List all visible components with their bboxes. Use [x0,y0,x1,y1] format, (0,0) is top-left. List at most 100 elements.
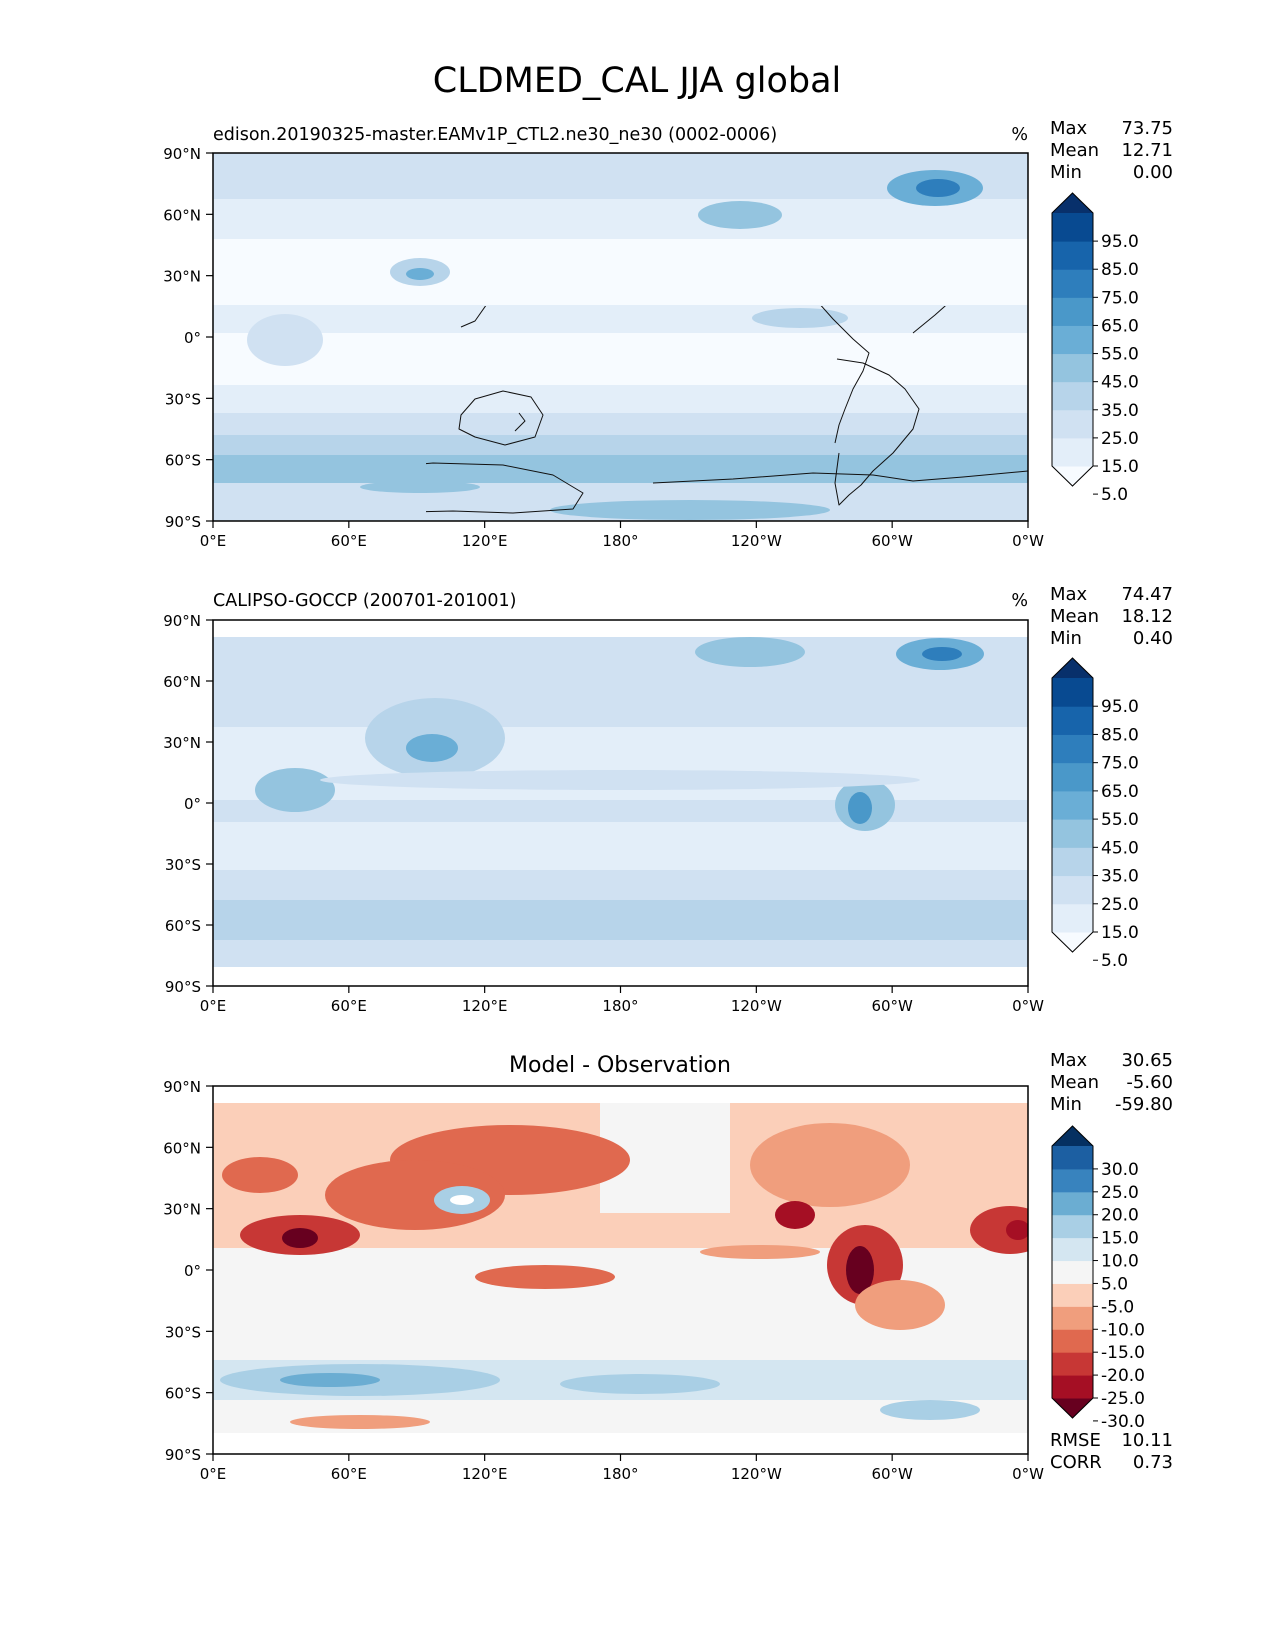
difference-colorbar-tick-label: -10.0 [1101,1320,1145,1340]
model-x-tick-label: 180° [602,532,638,550]
panel-observation: CALIPSO-GOCCP (200701-201001) % Max 74.4… [163,584,1173,1015]
difference-colorbar-tick-label: 10.0 [1101,1252,1139,1272]
model-colorbar-tick-label: 15.0 [1101,457,1139,477]
observation-stat-value: 0.40 [1133,628,1173,649]
model-y-tick-label: 30°N [163,268,201,286]
model-stat-label: Min [1050,162,1082,183]
model-colorbar-tick-label: 55.0 [1101,345,1139,365]
difference-stat-value: -5.60 [1126,1072,1173,1093]
observation-colorbar-tick-label: 85.0 [1101,725,1139,745]
model-colorbar-extend-max [1052,193,1093,213]
model-colorbar-segment [1052,381,1093,411]
model-colorbar-tick-label: 95.0 [1101,232,1139,252]
model-colorbar-segment [1052,241,1093,270]
observation-colorbar-segment [1052,734,1093,764]
difference-stat-label: Max [1050,1050,1088,1071]
model-x-axis: 0°E 60°E 120°E 180° 120°W 60°W 0°W [200,521,1044,550]
difference-colorbar-tick-label: -15.0 [1101,1343,1145,1363]
corr-value: 0.73 [1133,1452,1173,1473]
difference-y-tick-label: 0° [184,1262,201,1280]
difference-colorbar-segment [1052,1191,1093,1216]
difference-colorbar-tick-label: -20.0 [1101,1366,1145,1386]
difference-colorbar-extend-max [1052,1126,1093,1146]
figure-title: CLDMED_CAL JJA global [433,61,842,101]
observation-colorbar-tick-label: 25.0 [1101,895,1139,915]
model-stat-label: Mean [1050,140,1099,161]
difference-x-tick-label: 180° [602,1465,638,1483]
panel-model: edison.20190325-master.EAMv1P_CTL2.ne30_… [163,118,1173,550]
difference-colorbar-tick-label: 25.0 [1101,1183,1139,1203]
model-y-tick-label: 0° [184,329,201,347]
model-y-tick-label: 60°S [165,452,201,470]
difference-colorbar-segment [1052,1260,1093,1284]
model-colorbar-tick-label: 45.0 [1101,373,1139,393]
observation-colorbar-segment [1052,875,1093,905]
observation-stat-value: 18.12 [1121,606,1173,627]
model-colorbar-segment [1052,353,1093,383]
difference-stat-label: Mean [1050,1072,1099,1093]
observation-y-tick-label: 60°S [165,917,201,935]
difference-x-tick-label: 60°E [331,1465,367,1483]
observation-colorbar-segment [1052,903,1093,933]
rmse-label: RMSE [1050,1430,1101,1451]
difference-y-tick-label: 90°S [165,1446,201,1464]
model-colorbar-segment [1052,325,1093,355]
observation-stats: Max 74.47 Mean 18.12 Min 0.40 [1050,584,1173,649]
difference-x-tick-label: 120°W [731,1465,782,1483]
difference-y-tick-label: 60°S [165,1385,201,1403]
observation-field-heatmap [213,620,1028,986]
difference-title: Model - Observation [509,1053,731,1078]
difference-stat-label: Min [1050,1094,1082,1115]
difference-colorbar-segment [1052,1306,1093,1330]
observation-x-tick-label: 60°E [331,997,367,1015]
model-x-tick-label: 60°E [331,532,367,550]
observation-colorbar-tick-label: 65.0 [1101,782,1139,802]
observation-colorbar-extend-min [1052,932,1093,952]
model-y-tick-label: 90°S [165,513,201,531]
observation-colorbar-segment [1052,790,1093,820]
model-colorbar-tick-label: 75.0 [1101,288,1139,308]
difference-colorbar-extend-min [1052,1398,1093,1418]
difference-colorbar-tick-label: -25.0 [1101,1389,1145,1409]
difference-extra-stats: RMSE 10.11 CORR 0.73 [1050,1430,1173,1473]
observation-colorbar-extend-max [1052,658,1093,678]
observation-colorbar-segment [1052,678,1093,707]
model-y-tick-label: 60°N [163,206,201,224]
model-subtitle: edison.20190325-master.EAMv1P_CTL2.ne30_… [213,125,777,145]
observation-colorbar: 95.0 85.0 75.0 65.0 55.0 45.0 35.0 25.0 15.0 5.0 [1051,657,1139,971]
model-y-tick-label: 90°N [163,145,201,163]
difference-colorbar-segment [1052,1352,1093,1376]
difference-colorbar-segment [1052,1237,1093,1262]
model-stats: Max 73.75 Mean 12.71 Min 0.00 [1050,118,1173,183]
observation-stat-value: 74.47 [1121,584,1173,605]
model-colorbar-segment [1052,437,1093,467]
observation-colorbar-tick-label: 5.0 [1101,951,1128,971]
observation-colorbar-tick-label: 75.0 [1101,754,1139,774]
difference-stat-value: 30.65 [1121,1050,1173,1071]
model-x-tick-label: 0°W [1012,532,1044,550]
difference-stats: Max 30.65 Mean -5.60 Min -59.80 [1050,1050,1173,1115]
observation-colorbar-tick-label: 45.0 [1101,838,1139,858]
difference-x-tick-label: 60°W [871,1465,913,1483]
observation-x-tick-label: 0°W [1012,997,1044,1015]
observation-colorbar-tick-label: 15.0 [1101,923,1139,943]
model-colorbar-segment [1052,269,1093,298]
observation-colorbar-tick-label: 95.0 [1101,697,1139,717]
model-colorbar-tick-label: 35.0 [1101,401,1139,421]
difference-x-tick-label: 0°W [1012,1465,1044,1483]
observation-units: % [1011,591,1028,611]
observation-y-tick-label: 90°S [165,978,201,996]
model-colorbar-tick-label: 65.0 [1101,316,1139,336]
observation-stat-label: Max [1050,584,1088,605]
observation-x-tick-label: 120°E [462,997,508,1015]
model-stat-label: Max [1050,118,1088,139]
observation-colorbar-tick-label: 55.0 [1101,810,1139,830]
observation-colorbar-segment [1052,847,1093,877]
observation-x-tick-label: 180° [602,997,638,1015]
difference-stat-value: -59.80 [1115,1094,1173,1115]
corr-label: CORR [1050,1452,1102,1473]
difference-colorbar-segment [1052,1146,1093,1170]
observation-subtitle: CALIPSO-GOCCP (200701-201001) [213,591,516,611]
observation-colorbar-segment [1052,762,1093,792]
